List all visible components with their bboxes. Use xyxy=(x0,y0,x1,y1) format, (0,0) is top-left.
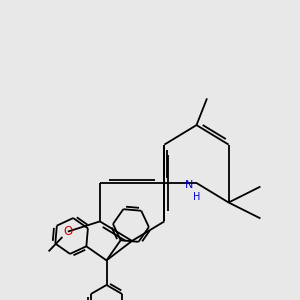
Text: O: O xyxy=(63,225,72,238)
Text: H: H xyxy=(194,192,201,203)
Text: N: N xyxy=(184,180,193,190)
